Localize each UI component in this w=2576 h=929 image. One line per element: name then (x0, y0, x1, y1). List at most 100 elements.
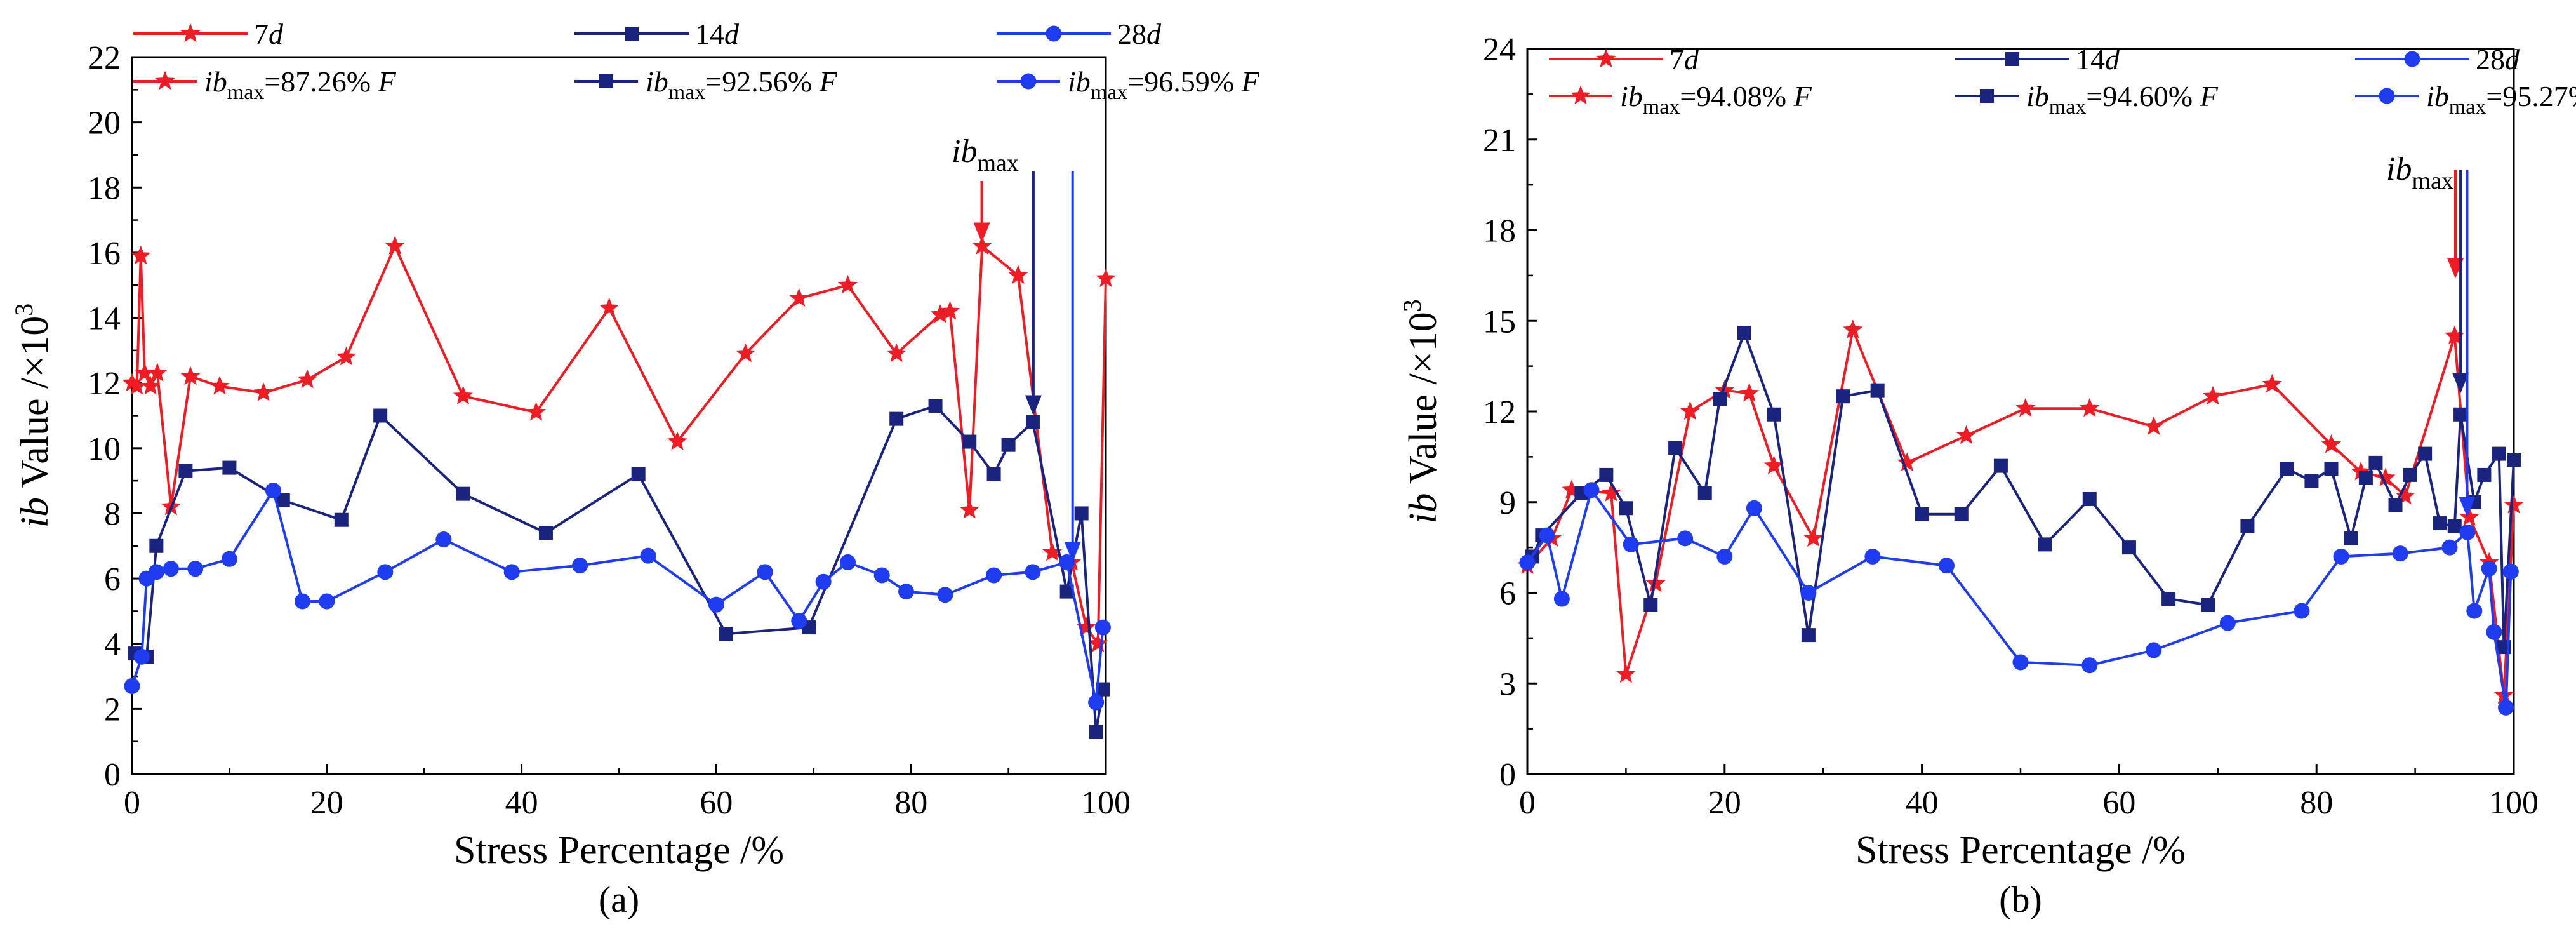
data-point-7d (1601, 483, 1621, 502)
data-point-7d (972, 236, 992, 255)
y-tick-label: 24 (1483, 32, 1516, 68)
data-point-7d (735, 343, 756, 363)
y-tick-label: 21 (1483, 123, 1516, 159)
data-point-28d (2486, 624, 2502, 640)
x-tick-label: 80 (2300, 785, 2333, 821)
data-point-7d (2321, 434, 2342, 453)
data-point-28d (2441, 539, 2458, 556)
x-tick-label: 100 (2489, 785, 2539, 821)
data-point-7d (453, 385, 474, 404)
data-point-28d (1088, 694, 1105, 711)
legend-marker (180, 23, 201, 43)
data-point-28d (815, 573, 832, 590)
data-point-28d (1938, 558, 1955, 574)
data-point-14d (2368, 455, 2383, 470)
legend-ibmax-sub: max (1091, 81, 1128, 104)
data-point-28d (986, 567, 1002, 584)
legend-marker (1596, 48, 1616, 68)
legend-ibmax-unit: F (819, 65, 838, 98)
legend-ibmax-value: =94.08% (1680, 80, 1793, 112)
series-line-14d (135, 404, 1105, 733)
data-point-7d (599, 297, 620, 317)
legend-entry-14d: 14d ibmax=92.56% F (574, 18, 838, 104)
legend-ibmax-value: =94.60% (2086, 80, 2200, 112)
y-tick-label: 2 (104, 692, 121, 728)
data-point-7d (2015, 398, 2036, 417)
series-14d (128, 399, 1110, 739)
data-point-7d (1897, 452, 1917, 472)
series-line-28d (1526, 488, 2513, 709)
data-point-28d (2459, 524, 2476, 540)
data-point-14d (538, 526, 553, 540)
y-tick-label: 0 (1499, 757, 1516, 793)
y-axis-title: ib Value /×103 (1398, 299, 1445, 523)
legend-entry-14d: 14d ibmax=94.60% F (1955, 43, 2219, 119)
panel-b: 0 20 40 60 80 100 0 3 6 9 12 15 18 21 24 Stress Percent… (1398, 32, 2576, 920)
data-point-28d (377, 564, 394, 580)
data-point-28d (1519, 554, 1536, 571)
legend-ibmax-sub: max (2449, 95, 2486, 119)
data-point-7d (1645, 573, 1666, 592)
legend-label-unit: d (2505, 43, 2520, 76)
legend-entry-28d: 28d ibmax=95.27% F (2355, 43, 2576, 119)
x-tick-label: 0 (124, 785, 140, 821)
legend-label: 28d (1117, 18, 1162, 50)
series-line-7d (131, 244, 1107, 645)
data-point-28d (1677, 530, 1694, 547)
y-tick-label: 16 (88, 236, 121, 272)
data-point-7d (886, 343, 906, 363)
y-axis-title-ib: ib (13, 497, 56, 528)
legend-ibmax-label: ibmax=95.27% F (2426, 80, 2576, 119)
ibmax-annotation-ib: ib (952, 133, 977, 170)
legend-ibmax-label: ibmax=87.26% F (204, 65, 397, 104)
ibmax-annotation-sub: max (2412, 168, 2453, 194)
y-tick-label: 10 (88, 431, 121, 467)
legend-label-age: 28 (2476, 43, 2505, 76)
data-point-28d (898, 584, 915, 600)
data-point-28d (1800, 585, 1817, 601)
data-point-28d (1623, 536, 1639, 552)
data-point-7d (959, 499, 979, 519)
data-point-14d (178, 464, 193, 478)
data-point-28d (2146, 642, 2162, 658)
legend-ibmax-ib: ib (646, 65, 668, 98)
data-point-28d (2502, 563, 2519, 580)
legend-ibmax-unit: F (1241, 65, 1260, 98)
data-point-14d (2453, 407, 2468, 422)
data-point-14d (373, 408, 388, 423)
legend-label: 7d (254, 18, 284, 50)
legend-ibmax-sub: max (668, 81, 706, 104)
data-point-7d (2144, 416, 2164, 436)
legend-label-age: 7 (1670, 43, 1684, 76)
x-tick-label: 40 (505, 785, 538, 821)
data-point-28d (839, 554, 856, 570)
data-point-14d (889, 411, 904, 426)
data-point-14d (1059, 584, 1074, 599)
legend-label-unit: d (269, 18, 284, 50)
ibmax-arrow-head-28d (1064, 542, 1081, 563)
data-point-7d (2080, 398, 2100, 417)
legend-marker (2404, 51, 2420, 67)
data-point-28d (124, 678, 140, 694)
data-point-14d (2477, 467, 2492, 482)
data-point-14d (2082, 491, 2097, 506)
y-tick-label: 12 (1483, 394, 1516, 431)
ibmax-annotation: ibmax (2386, 151, 2453, 194)
legend-ibmax-ib: ib (1068, 65, 1091, 98)
data-point-7d (2395, 485, 2415, 505)
data-point-28d (1746, 500, 1762, 516)
data-point-14d (1096, 682, 1110, 697)
ibmax-annotation-ib: ib (2386, 151, 2412, 187)
data-point-28d (319, 593, 335, 610)
data-point-14d (2038, 537, 2052, 552)
data-point-7d (1680, 401, 1701, 420)
data-point-14d (1915, 507, 1929, 521)
legend-ibmax-ib: ib (204, 65, 227, 98)
data-point-28d (937, 587, 953, 603)
data-point-14d (456, 486, 470, 501)
legend-ibmax-label: ibmax=94.60% F (2026, 80, 2219, 119)
data-point-28d (1716, 548, 1733, 565)
data-point-7d (1843, 319, 1863, 338)
legend-marker (2005, 52, 2019, 66)
legend-ibmax-value: =92.56% (705, 65, 819, 98)
